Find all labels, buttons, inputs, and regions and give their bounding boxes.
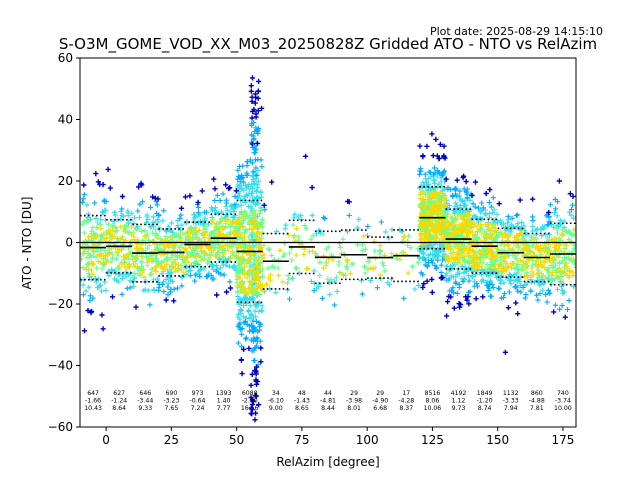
scatter-points-mid-low xyxy=(80,120,576,368)
bin-count-label-14: 4192 xyxy=(451,390,467,397)
x-tick-label: 50 xyxy=(229,433,244,447)
bin-mean-label-5: 1.40 xyxy=(217,398,231,405)
bin-mean-label-1: -1.24 xyxy=(111,398,127,405)
bin-mean-label-8: -1.43 xyxy=(294,398,310,405)
bin-std-label-12: 8.37 xyxy=(399,405,413,412)
bin-std-label-2: 9.33 xyxy=(138,405,152,412)
bin-std-label-15: 8.74 xyxy=(478,405,492,412)
bin-count-label-2: 646 xyxy=(139,390,151,397)
bin-mean-label-10: -3.98 xyxy=(346,398,362,405)
x-tick-label: 150 xyxy=(486,433,509,447)
bin-mean-label-13: 8.06 xyxy=(426,398,440,405)
bin-count-label-9: 44 xyxy=(324,390,332,397)
bin-std-label-11: 6.68 xyxy=(373,405,387,412)
bin-count-label-5: 1393 xyxy=(216,390,232,397)
bin-std-label-13: 10.06 xyxy=(424,405,442,412)
bin-count-label-15: 1849 xyxy=(477,390,493,397)
bin-count-label-3: 690 xyxy=(165,390,177,397)
y-tick-label: 40 xyxy=(58,113,73,127)
y-axis-label: ATO - NTO [DU] xyxy=(20,197,34,290)
bin-std-label-14: 9.73 xyxy=(452,405,466,412)
x-tick-label: 25 xyxy=(164,433,179,447)
bin-mean-label-3: -3.23 xyxy=(163,398,179,405)
bin-mean-label-6: -2.90 xyxy=(242,398,258,405)
stat-lines-layer xyxy=(80,185,576,304)
bin-count-label-0: 647 xyxy=(87,390,99,397)
bin-mean-label-11: -4.90 xyxy=(372,398,388,405)
y-tick-label: −40 xyxy=(48,359,73,373)
y-tick-label: 0 xyxy=(65,236,73,250)
bin-count-label-10: 29 xyxy=(350,390,358,397)
scatter-points-low-density xyxy=(81,75,576,423)
bin-std-label-9: 8.44 xyxy=(321,405,335,412)
bin-count-label-16: 1132 xyxy=(503,390,519,397)
bin-count-label-8: 48 xyxy=(298,390,306,397)
bin-mean-label-15: -1.20 xyxy=(477,398,493,405)
bin-std-label-16: 7.94 xyxy=(504,405,518,412)
x-axis-label: RelAzim [degree] xyxy=(276,455,379,469)
bin-mean-label-2: -3.44 xyxy=(137,398,153,405)
bin-std-label-6: 16.56 xyxy=(241,405,259,412)
chart-title: S-O3M_GOME_VOD_XX_M03_20250828Z Gridded … xyxy=(59,35,597,54)
y-tick-label: 20 xyxy=(58,174,73,188)
bin-mean-label-14: 1.12 xyxy=(452,398,466,405)
bin-std-label-10: 8.01 xyxy=(347,405,361,412)
bin-mean-label-12: -4.28 xyxy=(398,398,414,405)
x-tick-label: 100 xyxy=(356,433,379,447)
x-tick-label: 175 xyxy=(551,433,574,447)
bin-mean-label-17: -4.88 xyxy=(529,398,545,405)
x-tick-label: 0 xyxy=(102,433,110,447)
bin-std-label-5: 7.77 xyxy=(217,405,231,412)
bin-count-label-11: 29 xyxy=(376,390,384,397)
bin-std-label-4: 7.24 xyxy=(191,405,205,412)
bin-mean-label-0: -1.66 xyxy=(85,398,101,405)
bin-mean-label-4: -0.64 xyxy=(189,398,205,405)
bin-count-label-4: 973 xyxy=(192,390,204,397)
bin-count-label-12: 17 xyxy=(402,390,410,397)
plot-date-label: Plot date: 2025-08-29 14:15:10 xyxy=(430,25,603,38)
bin-count-label-6: 6088 xyxy=(242,390,258,397)
scatter-points-layer xyxy=(80,75,576,423)
y-tick-label: 60 xyxy=(58,51,73,65)
bin-mean-label-16: -3.33 xyxy=(503,398,519,405)
bin-mean-label-18: -3.74 xyxy=(555,398,571,405)
y-tick-label: −20 xyxy=(48,297,73,311)
bin-std-label-17: 7.81 xyxy=(530,405,544,412)
bin-mean-label-9: -4.81 xyxy=(320,398,336,405)
x-tick-label: 125 xyxy=(421,433,444,447)
x-tick-label: 75 xyxy=(294,433,309,447)
bin-count-label-13: 8516 xyxy=(425,390,441,397)
y-tick-label: −60 xyxy=(48,420,73,434)
bin-count-label-1: 627 xyxy=(113,390,125,397)
bin-std-label-3: 7.65 xyxy=(165,405,179,412)
bin-std-label-1: 8.64 xyxy=(112,405,126,412)
scatter-points-high xyxy=(80,189,576,297)
bin-count-label-7: 34 xyxy=(272,390,280,397)
bin-count-label-18: 740 xyxy=(557,390,569,397)
bin-count-label-17: 860 xyxy=(531,390,543,397)
bin-std-label-7: 9.00 xyxy=(269,405,283,412)
bin-std-label-18: 10.00 xyxy=(554,405,572,412)
axis-ticks-layer: 0 25 50 75 100 125 150 175 −60 −40 −20 0 20 40 60 xyxy=(48,51,575,447)
bin-std-label-8: 8.65 xyxy=(295,405,309,412)
bin-mean-label-7: -6.10 xyxy=(268,398,284,405)
bin-std-label-0: 10.43 xyxy=(84,405,102,412)
